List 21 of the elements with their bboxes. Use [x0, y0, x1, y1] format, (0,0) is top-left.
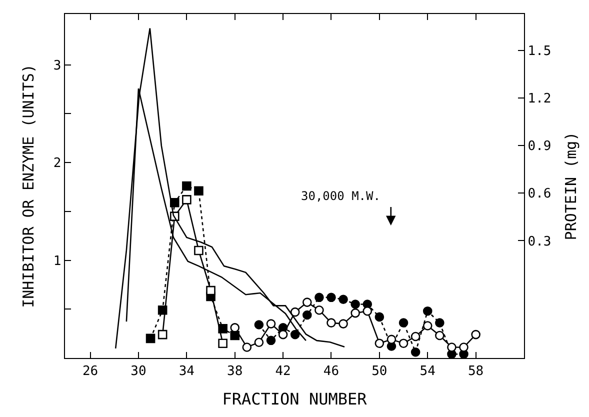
annotation: 30,000 M.W. [301, 189, 380, 203]
x-tick-label: 54 [420, 364, 436, 379]
y2-tick-label: 1.5 [528, 44, 552, 60]
x-tick-label: 46 [323, 364, 340, 379]
x-tick-label: 42 [275, 364, 291, 379]
y-tick-label: 3 [53, 58, 62, 74]
y-tick-label: 2 [53, 156, 62, 172]
y-axis-title: INHIBITOR OR ENZYME (UNITS) [20, 64, 38, 308]
x-axis-title: FRACTION NUMBER [222, 389, 368, 408]
x-tick-label: 26 [82, 364, 98, 379]
y2-tick-label: 0.9 [528, 139, 552, 154]
x-tick-label: 34 [178, 364, 195, 379]
x-tick-label: 50 [372, 364, 388, 379]
y2-tick-label: 0.3 [528, 234, 552, 250]
y2-axis-title: PROTEIN (mg) [562, 132, 580, 240]
y2-tick-label: 0.6 [528, 186, 552, 202]
y-tick-label: 1 [53, 254, 62, 269]
x-tick-label: 58 [468, 364, 484, 379]
x-tick-label: 30 [130, 364, 146, 379]
y2-tick-label: 1.2 [528, 92, 552, 107]
x-tick-label: 38 [227, 364, 243, 379]
